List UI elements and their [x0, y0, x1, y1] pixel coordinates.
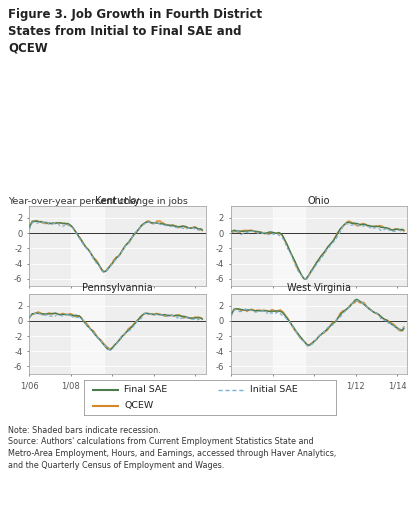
Title: West Virginia: West Virginia — [287, 283, 351, 293]
Bar — [71, 294, 104, 374]
Text: Year-over-year percent change in jobs: Year-over-year percent change in jobs — [8, 197, 188, 206]
Title: Ohio: Ohio — [308, 196, 331, 205]
Text: QCEW: QCEW — [124, 401, 154, 410]
Text: Final SAE: Final SAE — [124, 385, 168, 394]
Text: Figure 3. Job Growth in Fourth District
States from Initial to Final SAE and
QCE: Figure 3. Job Growth in Fourth District … — [8, 8, 262, 55]
Bar — [273, 294, 305, 374]
Text: Initial SAE: Initial SAE — [250, 385, 298, 394]
Bar — [273, 206, 305, 286]
Bar — [71, 206, 104, 286]
Title: Pennsylvannia: Pennsylvannia — [82, 283, 153, 293]
Text: Note: Shaded bars indicate recession.
Source: Authors' calculations from Current: Note: Shaded bars indicate recession. So… — [8, 426, 337, 470]
Title: Kentucky: Kentucky — [95, 196, 140, 205]
